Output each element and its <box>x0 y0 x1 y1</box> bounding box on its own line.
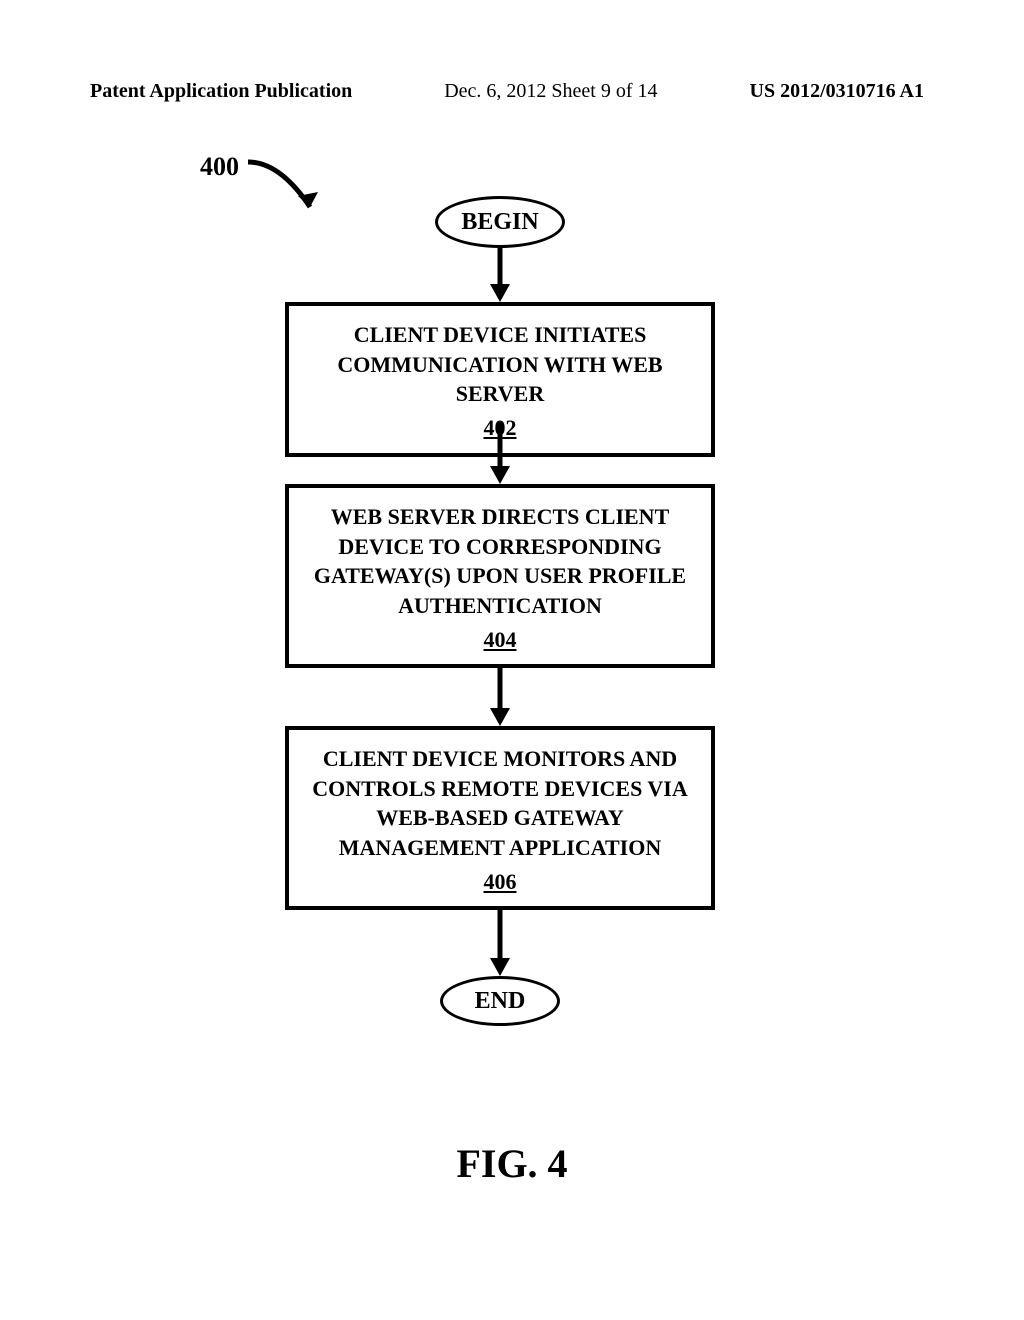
figure-ref-label: 400 <box>200 152 239 182</box>
terminator-end-label: END <box>475 988 526 1015</box>
header-left: Patent Application Publication <box>90 80 352 103</box>
process-step-ref: 404 <box>301 625 699 655</box>
terminator-begin: BEGIN <box>435 196 565 248</box>
process-step-404: WEB SERVER DIRECTS CLIENT DEVICE TO CORR… <box>285 484 715 668</box>
terminator-begin-label: BEGIN <box>461 209 538 236</box>
header-right: US 2012/0310716 A1 <box>750 80 924 103</box>
header-middle: Dec. 6, 2012 Sheet 9 of 14 <box>444 80 657 103</box>
process-step-text: WEB SERVER DIRECTS CLIENT DEVICE TO CORR… <box>314 504 686 618</box>
process-step-text: CLIENT DEVICE MONITORS AND CONTROLS REMO… <box>312 746 688 860</box>
terminator-end: END <box>440 976 560 1026</box>
process-step-text: CLIENT DEVICE INITIATES COMMUNICATION WI… <box>337 322 662 406</box>
connector-arrow <box>488 248 512 304</box>
process-step-ref: 406 <box>301 867 699 897</box>
connector-arrow <box>488 664 512 728</box>
page-header: Patent Application Publication Dec. 6, 2… <box>0 80 1024 103</box>
connector-arrow <box>488 908 512 978</box>
ref-arrow-icon <box>240 152 360 232</box>
connector-arrow <box>488 422 512 486</box>
figure-caption: FIG. 4 <box>0 1140 1024 1187</box>
process-step-406: CLIENT DEVICE MONITORS AND CONTROLS REMO… <box>285 726 715 910</box>
page: Patent Application Publication Dec. 6, 2… <box>0 0 1024 1320</box>
